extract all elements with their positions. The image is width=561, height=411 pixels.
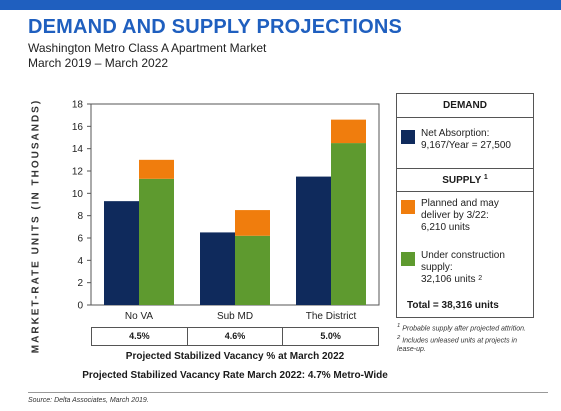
bar-net-absorption: [296, 176, 331, 305]
legend-text-net-absorption: Net Absorption: 9,167/Year = 27,500: [421, 128, 533, 152]
y-tick-label: 8: [77, 211, 83, 222]
legend-uc-line3-wrap: 32,106 units 2: [421, 274, 533, 286]
legend-planned-line3: 6,210 units: [421, 222, 470, 233]
legend-uc-line1: Under construction: [421, 250, 505, 261]
x-category-label: Sub MD: [217, 311, 253, 322]
legend-uc-sup: 2: [478, 275, 483, 282]
bar-net-absorption: [104, 201, 139, 305]
footnote-1: 1 Probable supply after projected attrit…: [397, 322, 537, 333]
bar-planned: [235, 210, 270, 236]
bar-planned: [139, 159, 174, 179]
legend-demand-header: DEMAND: [397, 94, 533, 118]
vacancy-caption: Projected Stabilized Vacancy % at March …: [125, 351, 345, 362]
vacancy-cell-no-va: 4.5%: [92, 328, 188, 345]
footnote-2: 2 Includes unleased units at projects in…: [397, 334, 537, 353]
y-tick-label: 6: [77, 234, 83, 245]
bar-planned: [331, 119, 366, 144]
source-note: Source: Delta Associates, March 2019.: [28, 397, 149, 404]
footnotes: 1 Probable supply after projected attrit…: [397, 322, 537, 355]
legend-uc-line3: 32,106 units: [421, 274, 476, 285]
legend-panel: DEMAND Net Absorption: 9,167/Year = 27,5…: [396, 93, 534, 318]
y-tick-label: 2: [77, 278, 83, 289]
vacancy-cell-sub-md: 4.6%: [188, 328, 284, 345]
legend-swatch-under-construction: [401, 252, 415, 266]
x-category-label: The District: [306, 311, 357, 322]
legend-text-under-construction: Under construction supply: 32,106 units …: [421, 250, 533, 286]
legend-supply-header: SUPPLY 1: [397, 168, 533, 192]
legend-swatch-net-absorption: [401, 130, 415, 144]
bar-net-absorption: [200, 232, 235, 305]
date-range: March 2019 – March 2022: [28, 56, 169, 70]
footnote-1-mark: 1: [397, 323, 401, 329]
legend-net-absorption-line2: 9,167/Year = 27,500: [421, 140, 511, 151]
legend-planned-line2: deliver by 3/22:: [421, 210, 489, 221]
bar-under-construction: [331, 143, 366, 305]
legend-uc-line2: supply:: [421, 262, 453, 273]
bottom-divider: [28, 392, 548, 393]
y-tick-label: 16: [72, 122, 84, 133]
y-tick-label: 10: [72, 189, 84, 200]
footnote-2-mark: 2: [397, 335, 401, 342]
vacancy-cell-district: 5.0%: [320, 331, 341, 341]
legend-total: Total = 38,316 units: [407, 300, 499, 311]
bar-under-construction: [235, 235, 270, 305]
footnote-2-text: Includes unleased units at projects in l…: [397, 337, 517, 353]
bar-under-construction: [139, 178, 174, 305]
y-tick-label: 4: [77, 256, 83, 267]
legend-text-planned: Planned and may deliver by 3/22: 6,210 u…: [421, 198, 533, 234]
y-tick-label: 18: [72, 100, 84, 111]
y-tick-label: 14: [72, 144, 84, 155]
legend-swatch-planned: [401, 200, 415, 214]
page-title: DEMAND AND SUPPLY PROJECTIONS: [28, 16, 403, 38]
legend-planned-line1: Planned and may: [421, 198, 499, 209]
legend-supply-header-sup: 1: [483, 174, 488, 181]
metro-vacancy-caption: Projected Stabilized Vacancy Rate March …: [82, 370, 388, 381]
footnote-1-text: Probable supply after projected attritio…: [402, 325, 526, 333]
y-tick-label: 0: [77, 301, 83, 312]
x-category-label: No VA: [125, 311, 153, 322]
y-tick-label: 12: [72, 167, 84, 178]
page-subtitle: Washington Metro Class A Apartment Marke…: [28, 41, 267, 55]
top-accent-bar: [0, 0, 561, 10]
legend-supply-header-text: SUPPLY: [442, 175, 482, 186]
vacancy-table: 4.5% 4.6% 5.0%: [91, 327, 379, 346]
legend-net-absorption-line1: Net Absorption:: [421, 128, 490, 139]
